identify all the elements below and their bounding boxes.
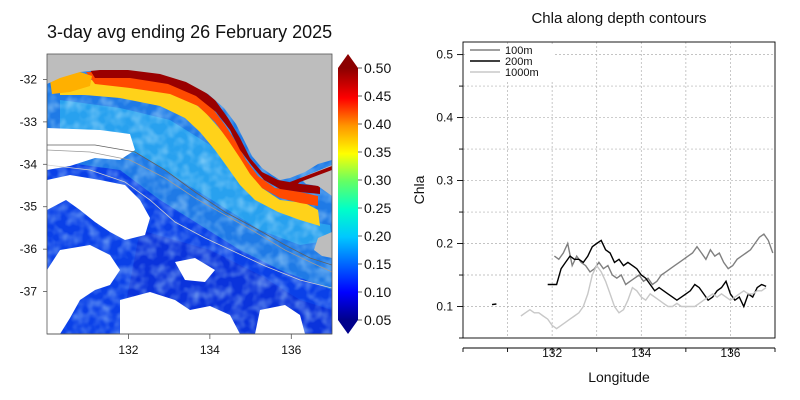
legend-label-100m: 100m: [505, 45, 533, 57]
missing-data-lower-mid: [175, 258, 215, 282]
missing-data-left: [47, 175, 150, 240]
series-line-200m: [491, 303, 497, 306]
colorbar-tick-label: 0.40: [364, 116, 391, 132]
line-x-tick-label: 132: [542, 346, 562, 360]
legend-label-200m: 200m: [505, 56, 533, 68]
colorbar-extend-bottom: [338, 320, 358, 334]
colorbar-ticks: 0.50 0.45 0.40 0.35 0.30 0.25 0.20 0.15 0.10 0.05: [358, 60, 391, 328]
map-x-tick-label: 136: [281, 343, 301, 357]
map-y-tick-label: -37: [20, 285, 38, 299]
map-y-tick-label: -35: [20, 200, 38, 214]
chla-map: 132 134 136 -32 -33 -34 -35 -36 -37 0.50 0.45 0.4…: [20, 53, 391, 357]
land-mass: [47, 54, 332, 180]
line-plot-frame: [462, 41, 776, 339]
map-x-axis: 132 134 136: [47, 333, 332, 357]
series-line-1000m: [520, 264, 767, 330]
map-x-tick-label: 132: [118, 343, 138, 357]
line-y-axis: 0.1 0.2 0.3 0.4 0.5: [436, 48, 463, 339]
depth-contour-100m: [47, 149, 332, 273]
map-y-tick-label: -36: [20, 242, 38, 256]
colorbar-tick-label: 0.15: [364, 256, 391, 272]
land-island: [314, 232, 332, 258]
depth-contour-1000m: [47, 164, 332, 289]
line-chart-title: Chla along depth contours: [531, 10, 707, 27]
colorbar-tick-label: 0.35: [364, 144, 391, 160]
colorbar-tick-label: 0.30: [364, 172, 391, 188]
missing-data-upper-left: [47, 128, 135, 170]
colorbar: 0.50 0.45 0.40 0.35 0.30 0.25 0.20 0.15 0.10 0.05: [338, 54, 391, 334]
series-line-100m: [553, 233, 774, 286]
line-x-axis: 132 134 136: [462, 346, 776, 360]
map-y-tick-label: -33: [20, 115, 38, 129]
colorbar-extend-top: [338, 54, 358, 68]
coastal-extreme-chla: [90, 68, 320, 194]
series-line-200m: [547, 239, 767, 309]
line-series: [491, 233, 774, 330]
line-y-tick-label: 0.2: [436, 237, 453, 251]
missing-data-lower-left: [47, 245, 120, 334]
line-grid: [463, 42, 775, 338]
coastal-high-chla: [60, 80, 320, 226]
map-y-tick-label: -32: [20, 72, 38, 86]
line-y-tick-label: 0.5: [436, 48, 453, 62]
depth-contour-200m: [47, 144, 332, 266]
colorbar-tick-label: 0.45: [364, 88, 391, 104]
line-y-tick-label: 0.3: [436, 174, 453, 188]
missing-data-bottom-right: [255, 305, 305, 334]
colorbar-gradient: [338, 68, 358, 320]
colorbar-tick-label: 0.50: [364, 60, 391, 76]
map-x-tick-label: 134: [200, 343, 220, 357]
line-x-tick-label: 134: [631, 346, 651, 360]
line-y-tick-label: 0.1: [436, 300, 453, 314]
colorbar-tick-label: 0.20: [364, 228, 391, 244]
map-y-axis: -32 -33 -34 -35 -36 -37: [20, 72, 47, 299]
line-x-tick-label: 136: [720, 346, 740, 360]
colorbar-tick-label: 0.25: [364, 200, 391, 216]
coastal-extreme-chla-east: [290, 166, 332, 188]
line-y-tick-label: 0.4: [436, 111, 453, 125]
line-ylabel: Chla: [411, 175, 427, 204]
colorbar-tick-label: 0.05: [364, 312, 391, 328]
missing-data-bottom: [120, 292, 240, 334]
line-xlabel: Longitude: [588, 369, 650, 385]
legend-label-1000m: 1000m: [505, 67, 539, 79]
colorbar-tick-label: 0.10: [364, 284, 391, 300]
map-y-tick-label: -34: [20, 157, 38, 171]
map-title: 3-day avg ending 26 February 2025: [47, 22, 333, 42]
